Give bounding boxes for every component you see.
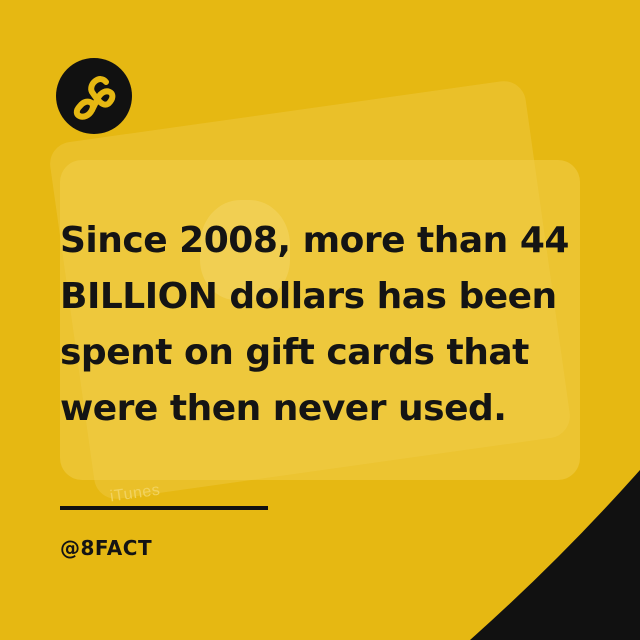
fact-line: BILLION dollars has been (60, 276, 557, 317)
gift-card-background-front (60, 160, 580, 480)
fact-line: were then never used. (60, 388, 507, 429)
brand-handle: @8FACT (60, 536, 153, 560)
divider (60, 506, 268, 510)
fact-line: spent on gift cards that (60, 332, 529, 373)
fact-text: Since 2008, more than 44 BILLION dollars… (60, 213, 580, 437)
apple-icon (200, 200, 290, 300)
fact-line: Since 2008, more than 44 (60, 220, 569, 261)
infinity-eight-logo-icon (56, 58, 132, 134)
